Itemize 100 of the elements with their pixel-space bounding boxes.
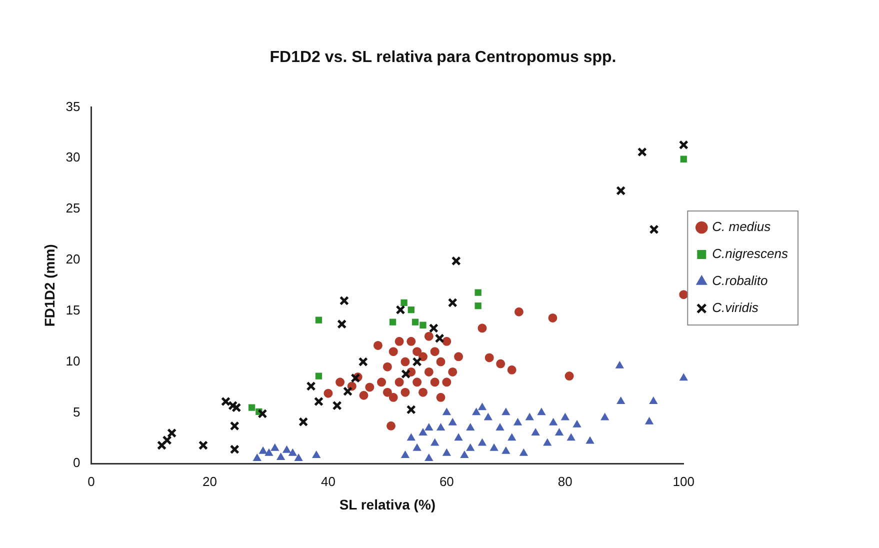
point: [388, 347, 398, 356]
point: [332, 400, 342, 410]
point: [442, 378, 452, 387]
point: [406, 404, 416, 414]
point: [573, 420, 581, 428]
y-axis-title: FD1D2 (mm): [41, 244, 58, 327]
legend-label: C.viridis: [712, 300, 759, 316]
point: [543, 438, 552, 446]
point: [680, 156, 687, 162]
legend-label: C.nigrescens: [712, 246, 788, 262]
point: [502, 408, 510, 416]
point: [412, 347, 422, 356]
point: [549, 418, 558, 426]
x-tick-label: 20: [202, 474, 217, 489]
point: [265, 448, 273, 456]
point: [382, 388, 392, 397]
point: [430, 347, 440, 356]
point: [412, 318, 419, 326]
point: [401, 369, 411, 379]
point: [454, 434, 462, 441]
point: [520, 448, 528, 456]
point: [424, 454, 433, 462]
point: [532, 428, 540, 436]
point: [496, 359, 506, 368]
point: [424, 423, 433, 430]
chart-title: FD1D2 vs. SL relativa para Centropomus spp.: [270, 49, 616, 66]
point: [442, 448, 451, 456]
point: [466, 444, 474, 451]
point: [430, 438, 439, 446]
point: [448, 418, 457, 426]
point: [649, 224, 659, 234]
legend-label: C.robalito: [712, 273, 768, 288]
point: [484, 353, 494, 362]
point: [339, 296, 349, 306]
point: [298, 417, 308, 427]
y-tick-label: 35: [66, 98, 80, 114]
point: [448, 298, 458, 308]
point: [637, 147, 647, 157]
point: [400, 357, 410, 366]
point: [294, 454, 303, 462]
point: [586, 436, 594, 444]
point: [538, 408, 546, 416]
point: [436, 357, 446, 366]
point: [448, 367, 458, 376]
point: [396, 305, 406, 315]
point: [394, 336, 404, 346]
point: [406, 336, 416, 346]
legend-label: C. medius: [712, 219, 772, 234]
point: [270, 444, 279, 451]
point: [276, 452, 285, 460]
point: [288, 448, 297, 456]
point: [315, 316, 322, 324]
point: [478, 438, 486, 446]
y-tick-label: 15: [66, 302, 80, 318]
point: [408, 306, 414, 314]
x-tick-label: 80: [558, 474, 572, 489]
point: [312, 450, 320, 458]
point: [156, 440, 167, 450]
point: [474, 302, 482, 310]
point: [514, 307, 524, 316]
point: [434, 334, 444, 344]
point: [616, 396, 625, 404]
point: [230, 444, 240, 454]
point: [282, 446, 291, 453]
point: [466, 423, 474, 430]
point: [365, 382, 374, 392]
point: [442, 336, 452, 346]
point: [314, 396, 324, 406]
point: [413, 444, 422, 451]
point: [555, 428, 564, 436]
point: [342, 386, 353, 396]
point: [306, 381, 316, 391]
point: [460, 450, 468, 458]
point: [394, 378, 404, 387]
point: [232, 402, 242, 412]
point: [507, 365, 516, 374]
point: [359, 390, 368, 400]
point: [336, 378, 345, 387]
point: [649, 396, 658, 404]
point: [373, 340, 382, 350]
point: [400, 388, 410, 397]
point: [561, 413, 570, 420]
point: [474, 289, 482, 296]
point: [337, 319, 347, 329]
point: [428, 323, 438, 333]
point: [484, 413, 492, 420]
point: [228, 400, 238, 410]
point: [600, 413, 609, 420]
point: [436, 392, 446, 402]
y-tick-label: 25: [66, 200, 80, 216]
point: [400, 299, 408, 306]
point: [442, 408, 451, 416]
point: [401, 450, 410, 458]
point: [407, 434, 416, 441]
point: [514, 418, 522, 426]
point: [198, 440, 208, 450]
point: [616, 361, 624, 368]
point: [678, 140, 688, 150]
point: [230, 421, 240, 431]
point: [454, 352, 464, 362]
